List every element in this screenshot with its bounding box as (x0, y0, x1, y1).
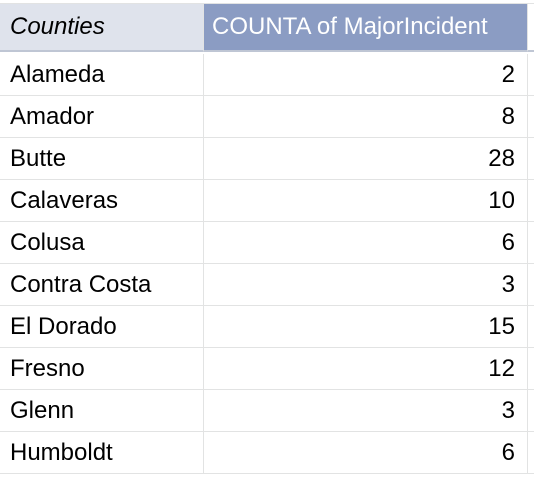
counties-header-cell[interactable]: Counties (0, 4, 204, 52)
next-column-cell[interactable] (528, 348, 534, 390)
county-cell[interactable]: Glenn (0, 390, 204, 432)
count-value: 28 (488, 144, 515, 172)
county-cell[interactable]: Amador (0, 96, 204, 138)
next-column-cell[interactable] (528, 180, 534, 222)
table-row: Amador 8 (0, 96, 534, 138)
count-value: 3 (501, 396, 515, 424)
table-row: Calaveras 10 (0, 180, 534, 222)
count-cell[interactable]: 3 (204, 390, 528, 432)
table-row: Colusa 6 (0, 222, 534, 264)
count-value: 10 (488, 186, 515, 214)
counta-header-label: COUNTA of MajorIncident (212, 13, 488, 40)
county-name: Contra Costa (10, 270, 152, 298)
county-name: Alameda (10, 60, 105, 88)
counties-header-label: Counties (10, 13, 105, 40)
count-cell[interactable]: 3 (204, 264, 528, 306)
grid-top-edge (0, 0, 534, 4)
county-cell[interactable]: Alameda (0, 54, 204, 96)
table-row: Alameda 2 (0, 54, 534, 96)
next-column-cell[interactable] (528, 264, 534, 306)
table-row: Humboldt 6 (0, 432, 534, 474)
count-value: 3 (501, 270, 515, 298)
next-column-cell[interactable] (528, 222, 534, 264)
table-row: Glenn 3 (0, 390, 534, 432)
table-row: Fresno 12 (0, 348, 534, 390)
count-value: 6 (501, 438, 515, 466)
county-name: Calaveras (10, 186, 119, 214)
count-value: 8 (501, 102, 515, 130)
county-name: Butte (10, 144, 67, 172)
county-cell[interactable]: Contra Costa (0, 264, 204, 306)
count-cell[interactable]: 8 (204, 96, 528, 138)
count-cell[interactable]: 6 (204, 432, 528, 474)
county-name: Humboldt (10, 438, 113, 466)
count-value: 6 (501, 228, 515, 256)
table-row: Contra Costa 3 (0, 264, 534, 306)
next-column-cell[interactable] (528, 96, 534, 138)
next-column-cell[interactable] (528, 306, 534, 348)
count-value: 15 (488, 312, 515, 340)
counta-header-cell[interactable]: COUNTA of MajorIncident (204, 4, 528, 52)
county-name: Glenn (10, 396, 75, 424)
next-column-cell[interactable] (528, 4, 534, 52)
count-cell[interactable]: 28 (204, 138, 528, 180)
next-column-cell[interactable] (528, 390, 534, 432)
count-cell[interactable]: 10 (204, 180, 528, 222)
next-column-cell[interactable] (528, 54, 534, 96)
county-cell[interactable]: Butte (0, 138, 204, 180)
county-name: Amador (10, 102, 95, 130)
table-row: Butte 28 (0, 138, 534, 180)
county-cell[interactable]: Humboldt (0, 432, 204, 474)
count-value: 12 (488, 354, 515, 382)
county-cell[interactable]: Fresno (0, 348, 204, 390)
count-cell[interactable]: 6 (204, 222, 528, 264)
count-cell[interactable]: 2 (204, 54, 528, 96)
table-row: El Dorado 15 (0, 306, 534, 348)
county-name: Colusa (10, 228, 85, 256)
county-name: Fresno (10, 354, 85, 382)
header-row: Counties COUNTA of MajorIncident (0, 4, 534, 52)
count-value: 2 (501, 60, 515, 88)
county-cell[interactable]: Calaveras (0, 180, 204, 222)
count-cell[interactable]: 15 (204, 306, 528, 348)
county-cell[interactable]: Colusa (0, 222, 204, 264)
count-cell[interactable]: 12 (204, 348, 528, 390)
next-column-cell[interactable] (528, 138, 534, 180)
next-column-cell[interactable] (528, 432, 534, 474)
county-name: El Dorado (10, 312, 117, 340)
county-cell[interactable]: El Dorado (0, 306, 204, 348)
